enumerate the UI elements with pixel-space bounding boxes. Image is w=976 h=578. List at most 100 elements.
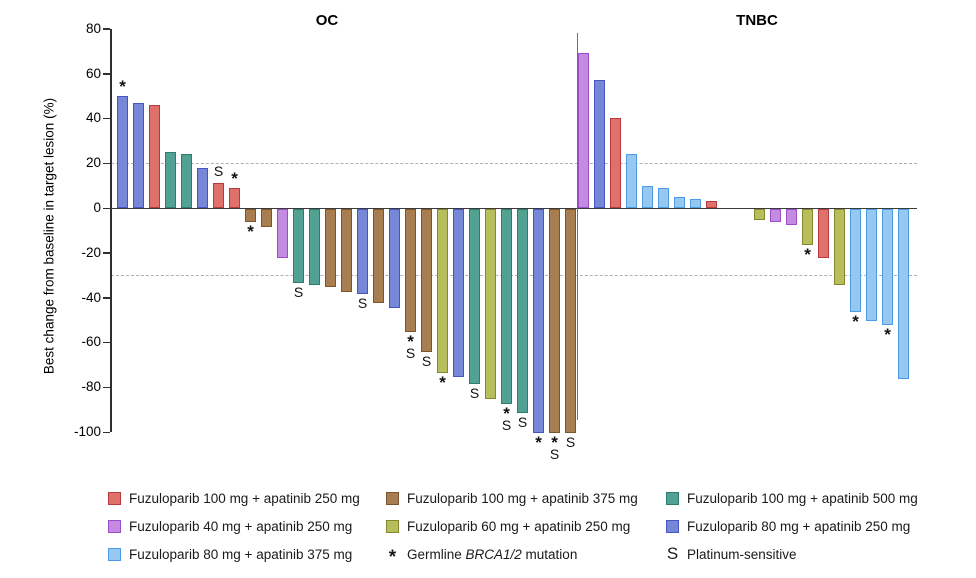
bar [610, 118, 621, 208]
bar [834, 209, 845, 286]
legend-label: Fuzuloparib 80 mg + apatinib 250 mg [687, 518, 911, 534]
y-axis-tick-label: -80 [81, 379, 101, 395]
legend-label: Fuzuloparib 60 mg + apatinib 250 mg [407, 518, 631, 534]
bar-marker: * [241, 222, 261, 242]
bar [690, 199, 701, 208]
bar [533, 209, 544, 433]
bar [405, 209, 416, 333]
bar-marker: S [353, 296, 373, 310]
bar-marker: * [529, 434, 549, 451]
platinum-sensitive-s: S [549, 446, 560, 462]
bar [309, 209, 320, 286]
bar [229, 187, 240, 208]
panel-title-tnbc: TNBC [736, 12, 778, 29]
bar [341, 209, 352, 292]
platinum-sensitive-s: S [469, 384, 480, 401]
bar-marker: * [878, 326, 898, 343]
bar [882, 209, 893, 326]
y-axis-tick-label: 60 [85, 65, 101, 81]
germline-brca-asterisk: * [119, 77, 126, 96]
y-axis-tick-label: -100 [73, 424, 101, 439]
bar [658, 187, 669, 208]
germline-brca-asterisk: * [503, 403, 510, 423]
bar-marker: * [433, 372, 453, 392]
germline-brca-asterisk: * [551, 433, 558, 452]
panel-divider [577, 32, 579, 420]
bar [578, 53, 589, 208]
legend-item: Fuzuloparib 40 mg + apatinib 250 mg [108, 519, 386, 534]
bar-marker: S [209, 164, 229, 178]
bar [197, 167, 208, 208]
bar-marker: * [798, 244, 818, 264]
legend-item: Fuzuloparib 80 mg + apatinib 250 mg [666, 519, 918, 534]
legend-swatch-brown [386, 491, 399, 505]
y-axis-line [110, 28, 112, 432]
reference-line [111, 275, 917, 277]
bar [389, 209, 400, 308]
bar-marker: * S [401, 332, 421, 362]
bar [754, 209, 765, 221]
platinum-sensitive-s: S [213, 163, 224, 180]
y-axis-tick-label: -60 [81, 334, 101, 350]
bar [421, 209, 432, 353]
bar [357, 209, 368, 295]
bar-marker: S [513, 415, 533, 429]
legend-swatch-slateblue [666, 519, 679, 533]
y-axis-tick [103, 297, 110, 299]
bar [325, 209, 336, 288]
bar [866, 209, 877, 321]
platinum-sensitive-s: S [293, 283, 304, 300]
bar [818, 209, 829, 259]
platinum-sensitive-s: S [565, 434, 576, 450]
bar [594, 80, 605, 208]
germline-brca-asterisk: * [247, 222, 254, 242]
bar-marker: * S [545, 433, 565, 462]
y-axis-tick [103, 28, 110, 30]
y-axis-tick-label: 0 [93, 200, 101, 215]
bar [149, 104, 160, 208]
germline-brca-asterisk: * [804, 244, 811, 264]
germline-brca-asterisk: * [407, 332, 414, 352]
legend-item: Fuzuloparib 100 mg + apatinib 250 mg [108, 491, 386, 506]
y-axis-tick [103, 341, 110, 344]
legend-swatch-purple [108, 519, 121, 533]
bar [850, 209, 861, 313]
legend-label: Platinum-sensitive [687, 546, 797, 562]
legend-swatch-lightblue [108, 547, 121, 561]
bar [165, 152, 176, 208]
panel-title-oc: OC [315, 12, 339, 29]
y-axis-tick [103, 207, 110, 209]
bar [373, 209, 384, 304]
legend-label: Fuzuloparib 40 mg + apatinib 250 mg [129, 518, 353, 534]
bar [549, 209, 560, 433]
bar-marker: * S [497, 403, 517, 433]
bar-marker: S [561, 435, 581, 449]
bar [674, 196, 685, 208]
legend: Fuzuloparib 100 mg + apatinib 250 mg Fuz… [108, 484, 918, 568]
germline-brca-asterisk: * [439, 372, 446, 392]
bar [453, 209, 464, 377]
platinum-sensitive-s: S [357, 295, 368, 312]
bar-marker: * [846, 313, 866, 330]
legend-item: Fuzuloparib 100 mg + apatinib 375 mg [386, 491, 666, 506]
platinum-sensitive-s: S [501, 416, 512, 433]
legend-item: S Platinum-sensitive [666, 545, 918, 562]
bar [485, 209, 496, 400]
bar-marker: S [289, 285, 309, 299]
legend-swatch-teal [666, 491, 679, 505]
bar-marker: S [417, 354, 437, 368]
reference-line [111, 163, 917, 165]
y-axis-tick-label: -40 [81, 289, 101, 305]
legend-label: Fuzuloparib 100 mg + apatinib 375 mg [407, 490, 638, 506]
y-axis-tick-label: -20 [81, 244, 101, 260]
legend-label: Fuzuloparib 100 mg + apatinib 250 mg [129, 490, 360, 506]
bar [469, 209, 480, 384]
bar [770, 209, 781, 223]
platinum-sensitive-s: S [405, 345, 416, 362]
germline-brca-asterisk: * [231, 168, 238, 188]
platinum-sensitive-s: S [421, 353, 432, 370]
legend-item: Fuzuloparib 100 mg + apatinib 500 mg [666, 491, 918, 506]
bar [642, 185, 653, 208]
legend-item: Fuzuloparib 60 mg + apatinib 250 mg [386, 519, 666, 534]
